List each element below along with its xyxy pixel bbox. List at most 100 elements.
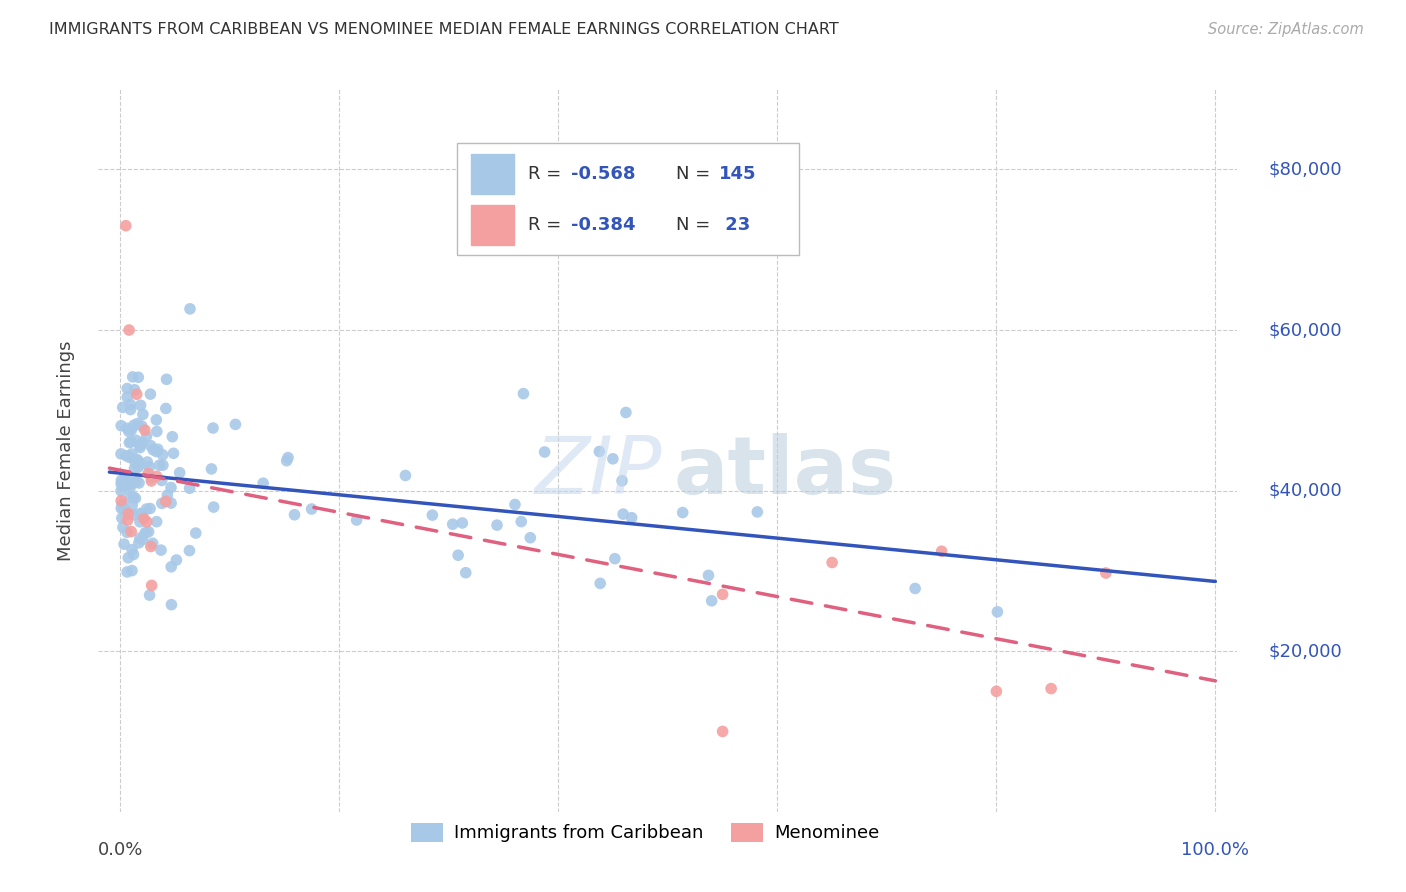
Point: [124, 508, 146, 522]
Point: [156, 488, 179, 502]
Point: [145, 413, 167, 427]
Point: [148, 458, 170, 472]
Point: [121, 447, 143, 461]
Point: [904, 582, 927, 596]
Point: [150, 543, 173, 558]
Point: [165, 553, 187, 567]
Point: [124, 491, 146, 506]
Point: [121, 370, 143, 384]
Point: [160, 496, 183, 510]
Point: [115, 525, 138, 540]
Point: [117, 513, 139, 527]
Point: [124, 475, 146, 490]
Point: [346, 513, 368, 527]
Point: [135, 525, 157, 540]
Point: [118, 450, 141, 465]
Point: [135, 502, 157, 516]
Point: [931, 544, 953, 558]
Point: [142, 536, 165, 550]
Point: [110, 483, 132, 498]
Point: [127, 452, 149, 467]
Point: [620, 510, 643, 524]
Point: [588, 444, 610, 458]
Bar: [471, 205, 515, 245]
Point: [589, 576, 612, 591]
Point: [447, 548, 470, 562]
Point: [451, 516, 474, 530]
Text: atlas: atlas: [673, 434, 897, 511]
Point: [747, 505, 769, 519]
FancyBboxPatch shape: [457, 144, 799, 255]
Point: [110, 474, 132, 488]
Point: [485, 518, 508, 533]
Point: [145, 515, 167, 529]
Text: -0.384: -0.384: [571, 216, 636, 234]
Text: Source: ZipAtlas.com: Source: ZipAtlas.com: [1208, 22, 1364, 37]
Point: [124, 456, 146, 470]
Point: [112, 537, 135, 551]
Point: [129, 457, 152, 471]
Point: [134, 423, 156, 437]
Point: [128, 475, 150, 490]
Point: [139, 540, 162, 554]
Point: [132, 408, 155, 422]
Point: [454, 566, 477, 580]
Text: N =: N =: [676, 165, 716, 183]
Point: [1095, 566, 1118, 580]
Point: [152, 448, 174, 462]
Point: [155, 401, 177, 416]
Point: [138, 459, 160, 474]
Point: [252, 476, 274, 491]
Text: 145: 145: [718, 165, 756, 183]
Point: [117, 507, 139, 521]
Point: [142, 442, 165, 457]
Point: [122, 418, 145, 433]
Point: [136, 455, 159, 469]
Point: [112, 502, 135, 516]
Point: [155, 494, 177, 508]
Point: [1040, 681, 1063, 696]
Point: [129, 515, 152, 529]
Point: [111, 511, 134, 525]
Text: R =: R =: [527, 165, 567, 183]
Point: [124, 462, 146, 476]
Point: [128, 536, 150, 550]
Point: [160, 559, 183, 574]
Point: [131, 533, 153, 547]
Point: [301, 502, 323, 516]
Point: [136, 467, 159, 481]
Point: [135, 515, 157, 529]
Text: -0.568: -0.568: [571, 165, 636, 183]
Point: [201, 421, 224, 435]
Point: [111, 520, 134, 534]
Point: [110, 493, 132, 508]
Point: [124, 383, 146, 397]
Text: 100.0%: 100.0%: [1181, 840, 1250, 859]
Point: [120, 490, 142, 504]
Point: [519, 531, 541, 545]
Point: [127, 370, 149, 384]
Point: [179, 481, 201, 495]
Point: [118, 425, 141, 439]
Point: [122, 491, 145, 505]
Point: [120, 524, 142, 539]
Point: [118, 435, 141, 450]
Point: [114, 503, 136, 517]
Point: [110, 501, 132, 516]
Point: [145, 444, 167, 458]
Text: ZIP: ZIP: [534, 434, 662, 511]
Point: [146, 442, 169, 457]
Point: [150, 474, 173, 488]
Point: [422, 508, 444, 522]
Point: [131, 435, 153, 450]
Point: [121, 542, 143, 557]
Point: [128, 456, 150, 470]
Point: [115, 390, 138, 404]
Point: [129, 507, 152, 521]
Point: [146, 425, 169, 439]
Point: [120, 402, 142, 417]
Point: [821, 556, 844, 570]
Point: [139, 387, 162, 401]
Point: [141, 474, 163, 488]
Point: [283, 508, 305, 522]
